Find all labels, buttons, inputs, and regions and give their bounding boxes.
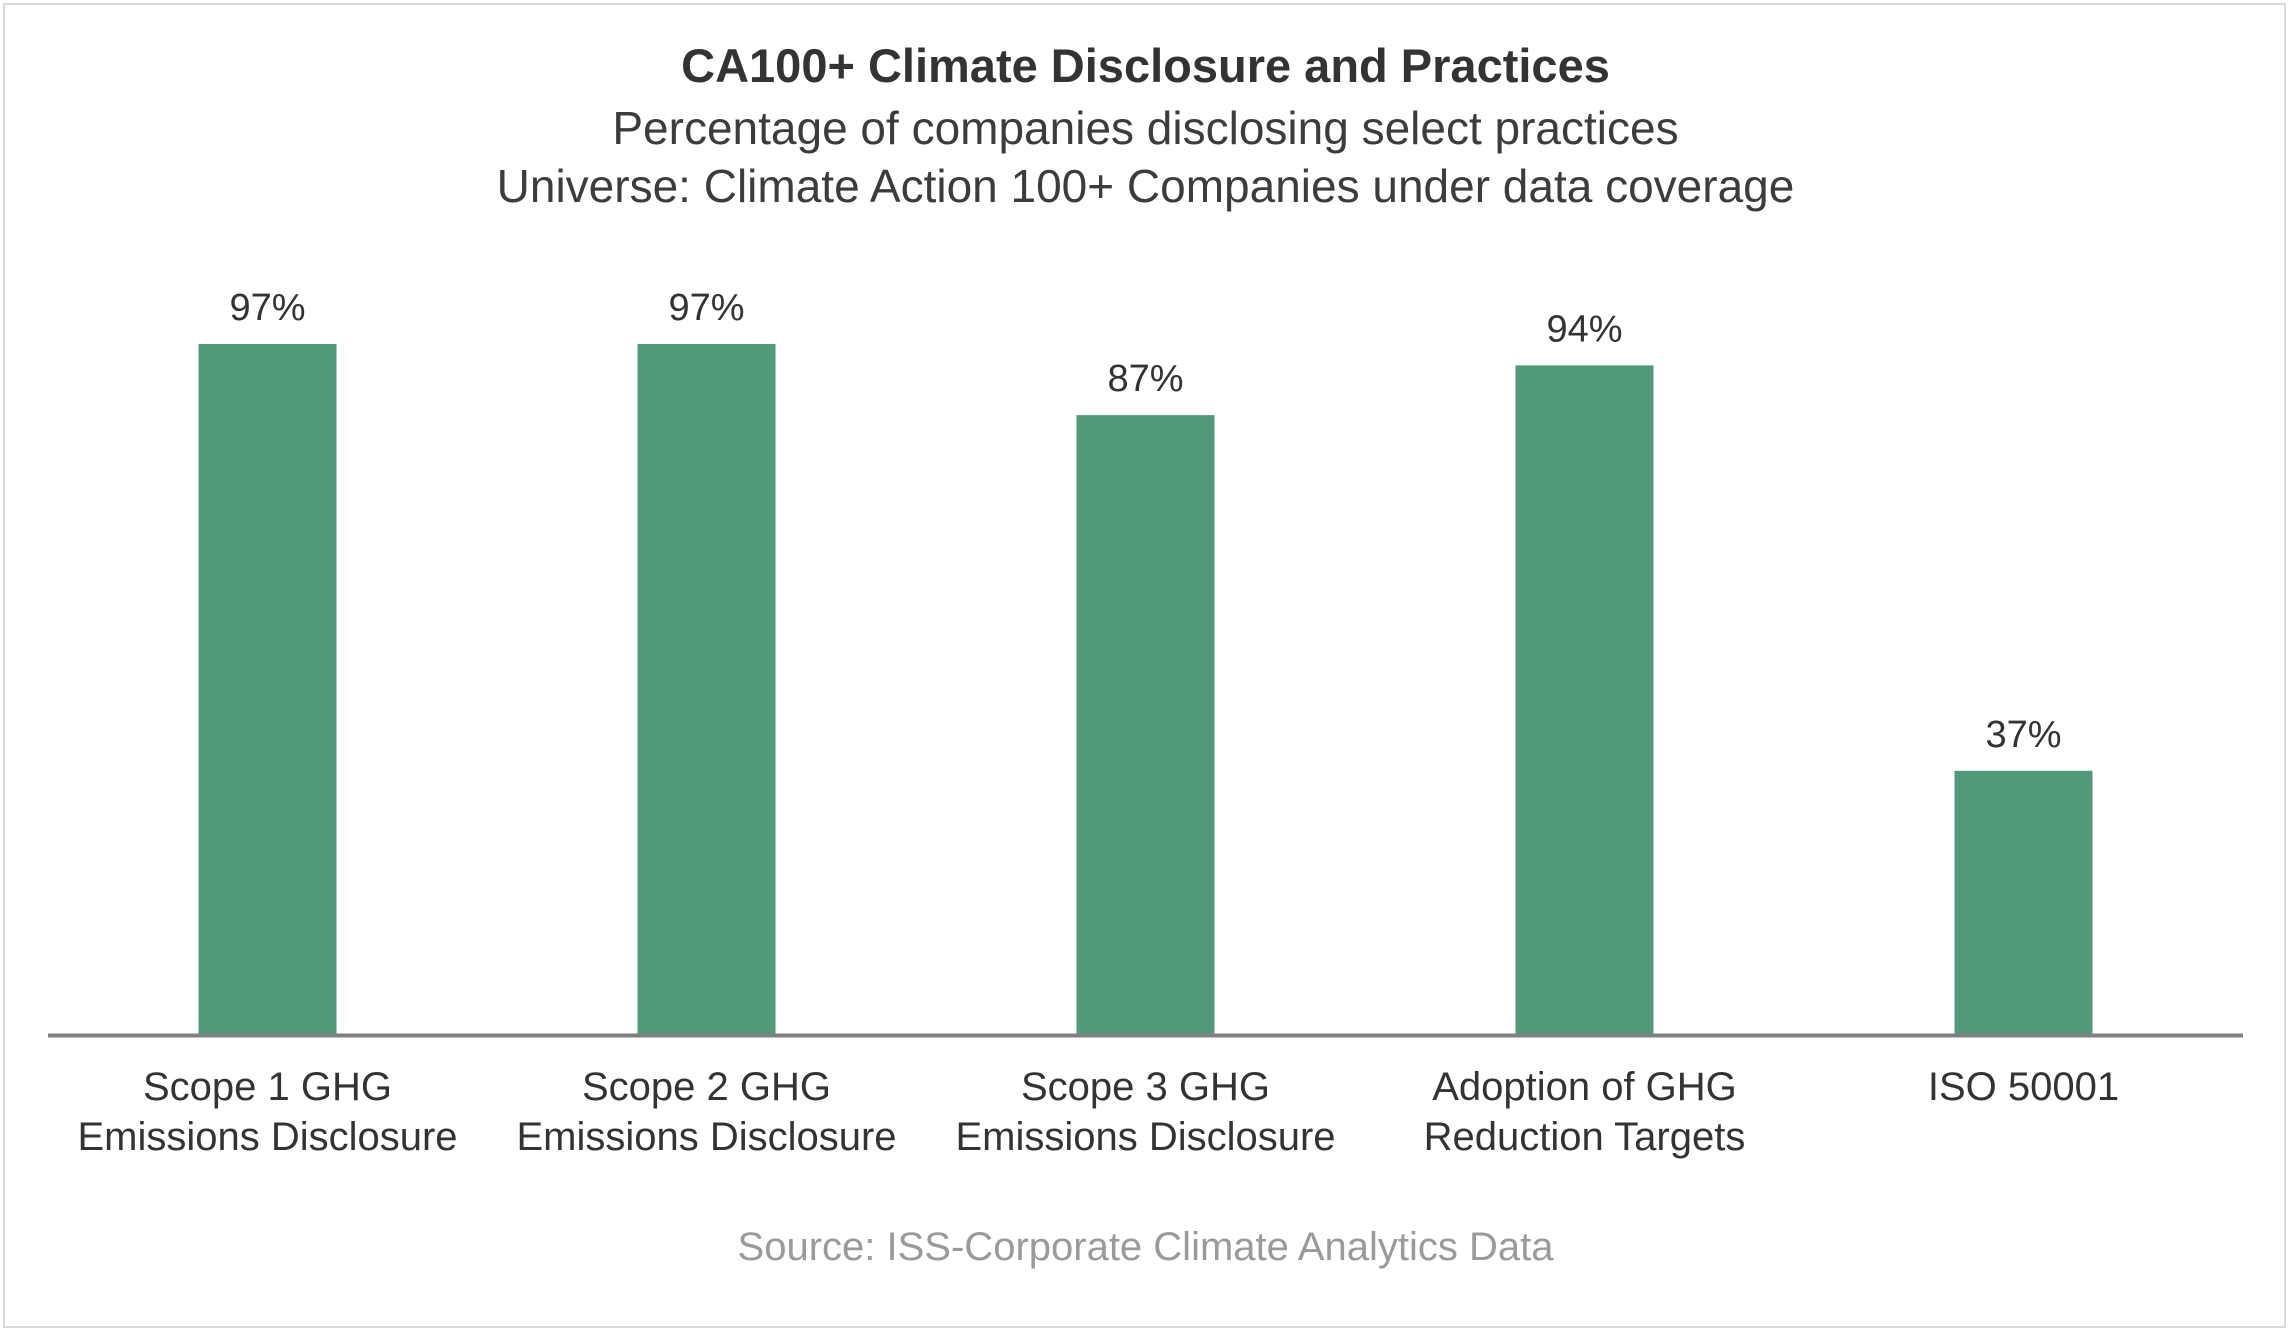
chart-subtitle-2: Universe: Climate Action 100+ Companies … xyxy=(496,160,1795,212)
data-label-5: 37% xyxy=(1985,714,2061,756)
category-label-4: Adoption of GHG Reduction Targets xyxy=(1424,1065,1746,1159)
bar-5 xyxy=(1954,770,2093,1034)
category-label-2: Scope 2 GHG Emissions Disclosure xyxy=(516,1065,896,1159)
data-label-1: 97% xyxy=(229,287,305,329)
data-label-4: 94% xyxy=(1546,308,1622,350)
chart-title: CA100+ Climate Disclosure and Practices xyxy=(681,39,1610,92)
category-label-3: Scope 3 GHG Emissions Disclosure xyxy=(955,1065,1335,1159)
data-label-2: 97% xyxy=(668,287,744,329)
data-label-3: 87% xyxy=(1107,358,1183,400)
chart-subtitle-1: Percentage of companies disclosing selec… xyxy=(612,102,1679,154)
bar-1 xyxy=(198,344,337,1034)
category-label-1: Scope 1 GHG Emissions Disclosure xyxy=(77,1065,457,1159)
bar-3 xyxy=(1076,415,1215,1034)
source-note: Source: ISS-Corporate Climate Analytics … xyxy=(737,1225,1554,1269)
bar-2 xyxy=(637,344,776,1034)
category-label-5: ISO 50001 xyxy=(1928,1065,2119,1109)
bar-4 xyxy=(1515,365,1654,1034)
